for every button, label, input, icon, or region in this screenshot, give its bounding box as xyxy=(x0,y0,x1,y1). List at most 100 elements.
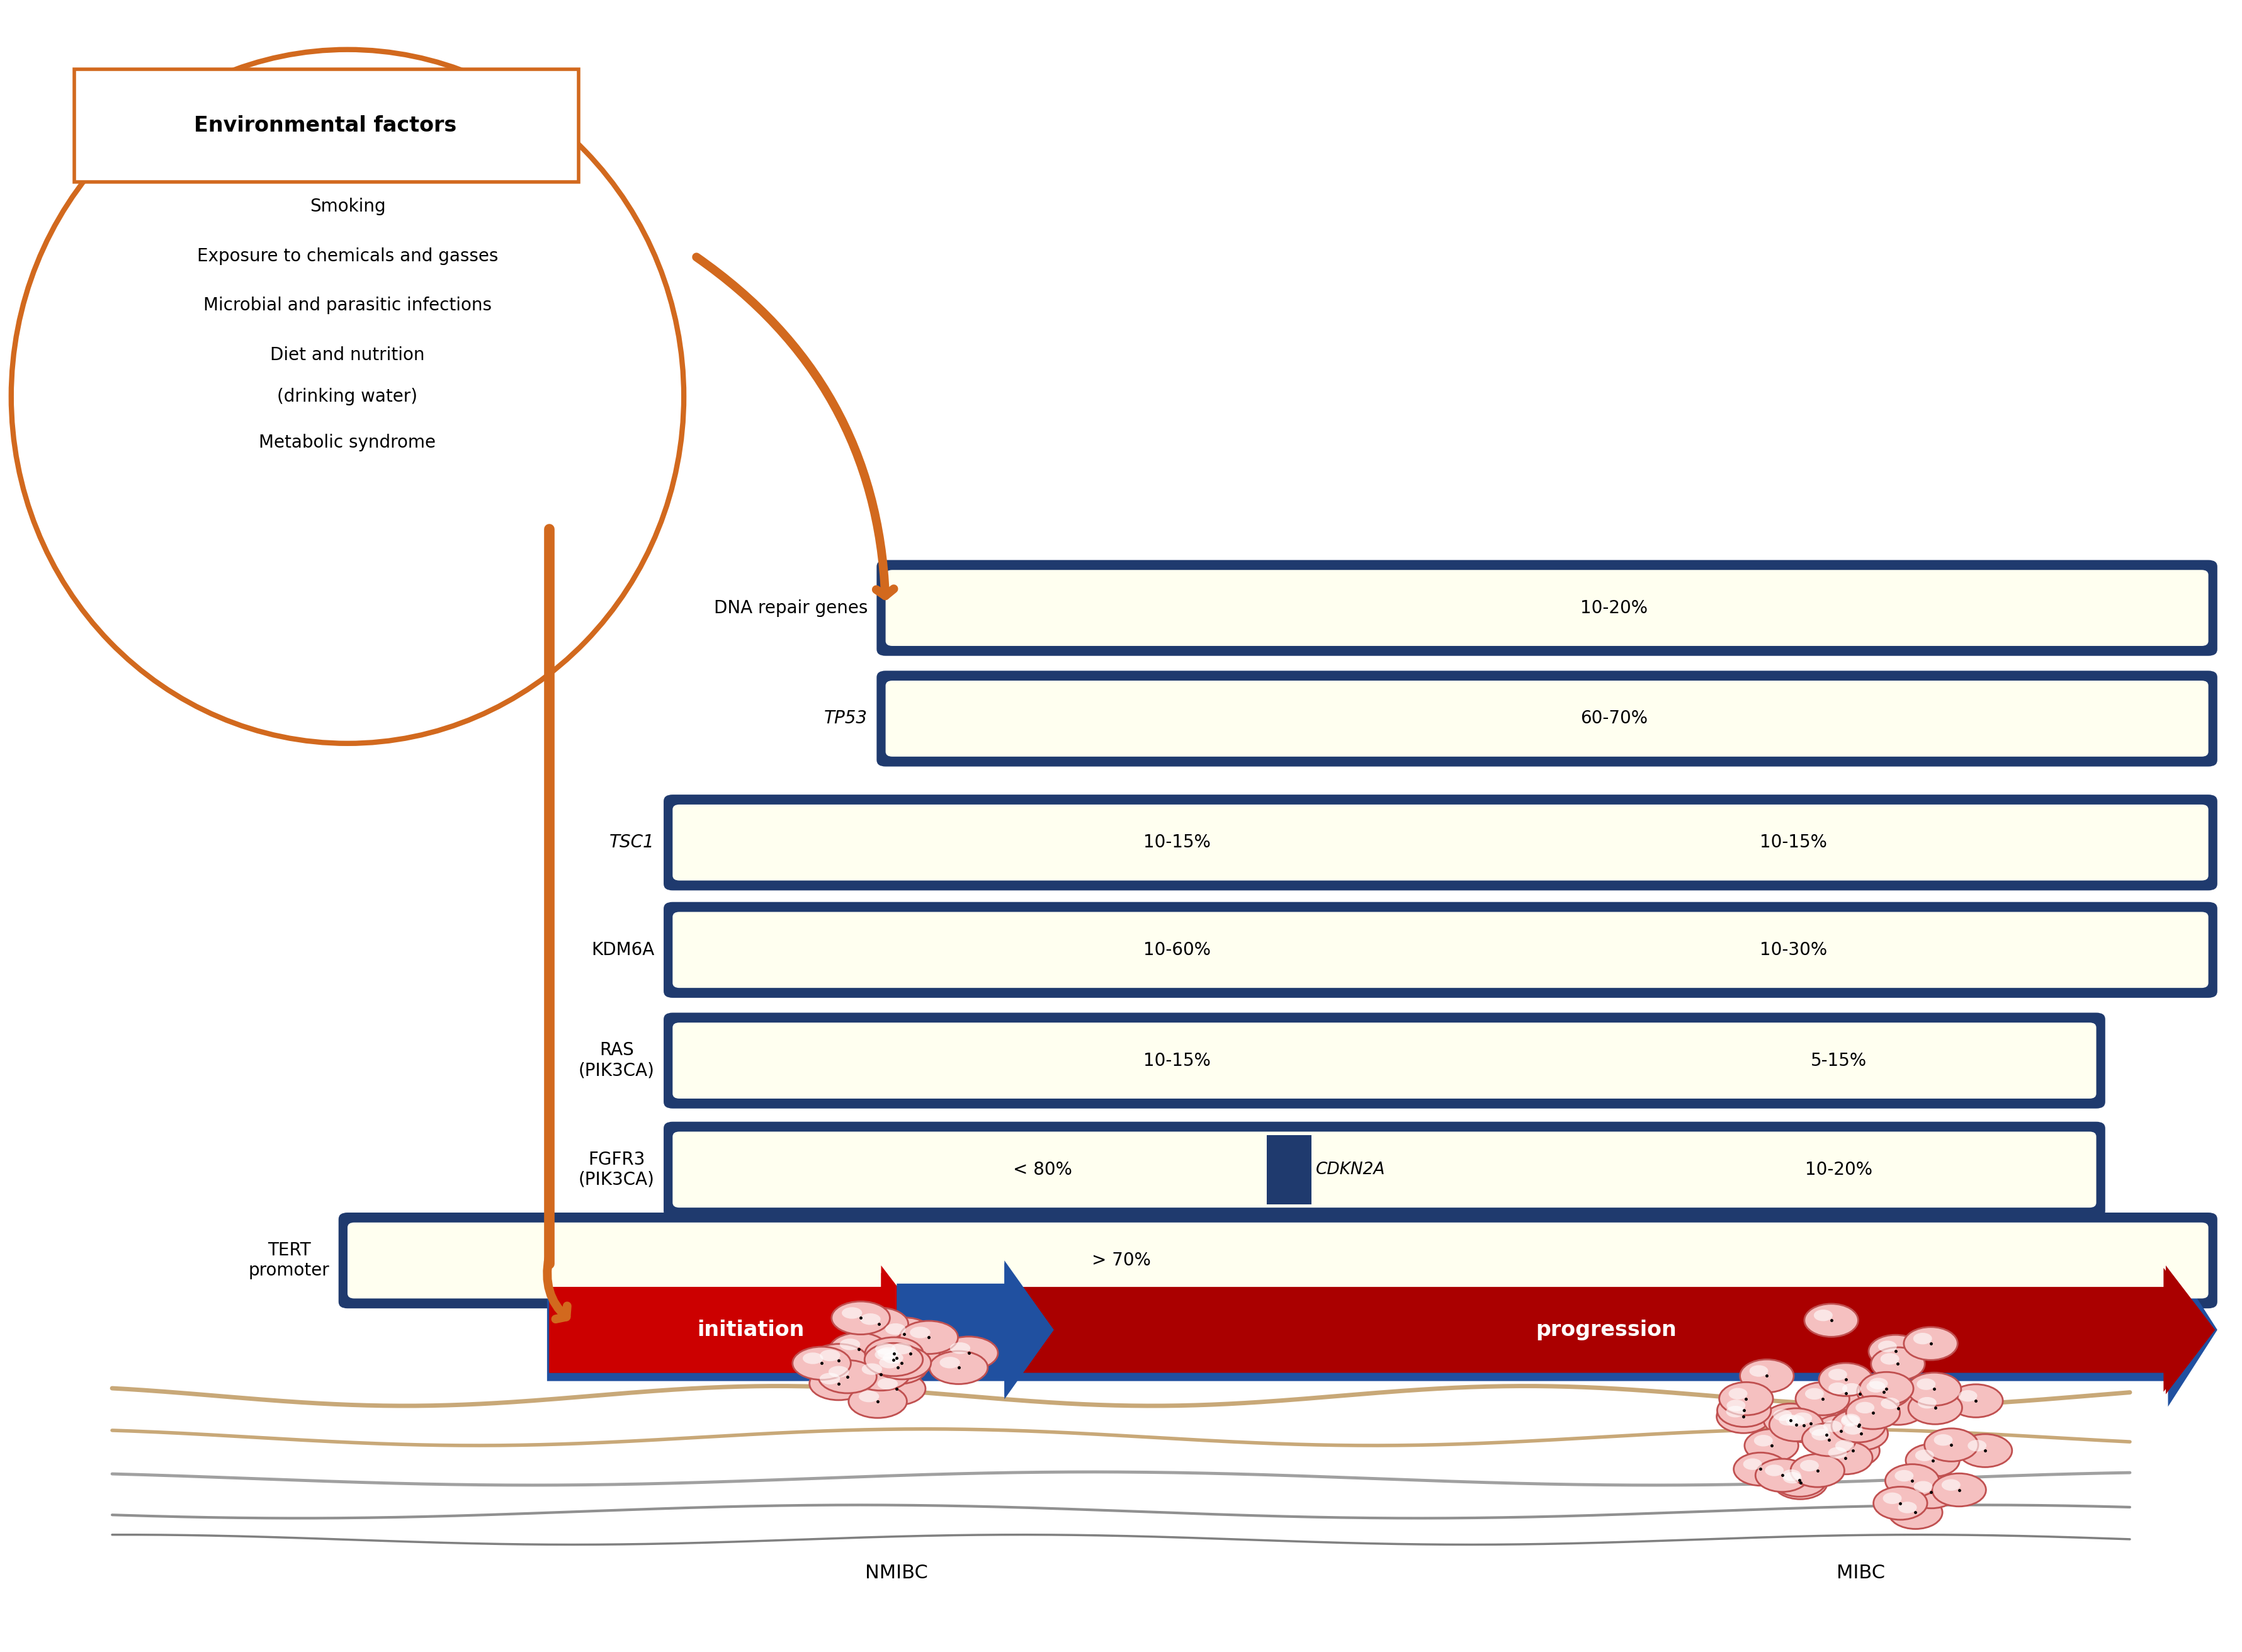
Text: 10-15%: 10-15% xyxy=(1760,834,1827,851)
Ellipse shape xyxy=(1870,1378,1888,1389)
Ellipse shape xyxy=(1872,1348,1926,1381)
Ellipse shape xyxy=(1836,1441,1854,1452)
Ellipse shape xyxy=(852,1358,910,1391)
Ellipse shape xyxy=(832,1302,890,1335)
Ellipse shape xyxy=(1968,1441,1986,1452)
Text: 10-15%: 10-15% xyxy=(1143,1052,1211,1069)
Ellipse shape xyxy=(892,1343,912,1355)
Ellipse shape xyxy=(879,1356,899,1368)
Ellipse shape xyxy=(1778,1414,1798,1426)
Ellipse shape xyxy=(910,1327,930,1338)
Ellipse shape xyxy=(1881,1353,1899,1365)
Ellipse shape xyxy=(1791,1454,1845,1487)
Ellipse shape xyxy=(1834,1378,1888,1411)
Ellipse shape xyxy=(872,1346,930,1379)
Ellipse shape xyxy=(930,1351,989,1384)
Polygon shape xyxy=(547,1252,2217,1406)
Ellipse shape xyxy=(1917,1378,1935,1389)
Ellipse shape xyxy=(1908,1391,1962,1424)
Ellipse shape xyxy=(1800,1460,1818,1472)
Polygon shape xyxy=(549,1265,2215,1394)
Text: RAS
(PIK3CA): RAS (PIK3CA) xyxy=(578,1041,655,1080)
Ellipse shape xyxy=(1894,1470,1912,1482)
Text: 10-20%: 10-20% xyxy=(1581,600,1648,616)
Ellipse shape xyxy=(1720,1383,1773,1416)
Ellipse shape xyxy=(821,1350,841,1361)
Ellipse shape xyxy=(1742,1459,1762,1470)
Ellipse shape xyxy=(1829,1383,1847,1394)
Text: 5-15%: 5-15% xyxy=(1809,1052,1868,1069)
FancyBboxPatch shape xyxy=(673,1023,2096,1099)
Ellipse shape xyxy=(1764,1404,1818,1437)
Ellipse shape xyxy=(1814,1414,1868,1447)
Ellipse shape xyxy=(1872,1391,1926,1424)
Ellipse shape xyxy=(1794,1412,1812,1424)
Ellipse shape xyxy=(868,1373,926,1406)
Ellipse shape xyxy=(1818,1376,1872,1409)
Ellipse shape xyxy=(1812,1429,1829,1441)
Text: 10-60%: 10-60% xyxy=(1143,942,1211,958)
Ellipse shape xyxy=(1899,1502,1917,1513)
Ellipse shape xyxy=(883,1351,904,1363)
Ellipse shape xyxy=(1814,1310,1832,1322)
Ellipse shape xyxy=(11,50,684,743)
Ellipse shape xyxy=(859,1391,879,1403)
Text: Microbial and parasitic infections: Microbial and parasitic infections xyxy=(204,297,491,314)
Ellipse shape xyxy=(1832,1408,1886,1441)
Ellipse shape xyxy=(1912,1333,1933,1345)
FancyBboxPatch shape xyxy=(664,1122,2105,1218)
Ellipse shape xyxy=(939,1356,960,1368)
Ellipse shape xyxy=(1782,1469,1800,1480)
Ellipse shape xyxy=(1933,1474,1986,1507)
Ellipse shape xyxy=(1843,1422,1863,1434)
Ellipse shape xyxy=(1823,1421,1843,1432)
Ellipse shape xyxy=(1773,1464,1827,1497)
Ellipse shape xyxy=(1881,1398,1899,1409)
Text: Diet and nutrition: Diet and nutrition xyxy=(271,347,424,363)
Ellipse shape xyxy=(1915,1449,1935,1460)
Ellipse shape xyxy=(1843,1383,1861,1394)
Ellipse shape xyxy=(1942,1479,1960,1490)
Polygon shape xyxy=(897,1260,1054,1399)
Ellipse shape xyxy=(874,1348,895,1360)
Ellipse shape xyxy=(1764,1465,1785,1477)
Ellipse shape xyxy=(1906,1444,1960,1477)
Ellipse shape xyxy=(1841,1416,1861,1427)
Ellipse shape xyxy=(1785,1406,1838,1439)
Ellipse shape xyxy=(1800,1419,1854,1452)
Ellipse shape xyxy=(1827,1370,1847,1381)
Ellipse shape xyxy=(1832,1409,1886,1442)
Ellipse shape xyxy=(841,1338,861,1350)
Ellipse shape xyxy=(899,1322,957,1355)
Ellipse shape xyxy=(1865,1381,1886,1393)
FancyBboxPatch shape xyxy=(877,671,2217,767)
Polygon shape xyxy=(897,1262,1054,1398)
Text: 10-30%: 10-30% xyxy=(1760,942,1827,958)
Ellipse shape xyxy=(1744,1429,1798,1462)
Ellipse shape xyxy=(1805,1303,1859,1336)
Ellipse shape xyxy=(1796,1383,1850,1416)
Ellipse shape xyxy=(1805,1388,1823,1399)
Ellipse shape xyxy=(868,1341,926,1374)
Text: < 80%: < 80% xyxy=(1013,1161,1072,1178)
FancyBboxPatch shape xyxy=(339,1213,2217,1308)
Text: progression: progression xyxy=(1536,1320,1677,1340)
Ellipse shape xyxy=(1717,1399,1771,1432)
Ellipse shape xyxy=(1908,1373,1962,1406)
Text: 10-20%: 10-20% xyxy=(1805,1161,1872,1178)
Ellipse shape xyxy=(1803,1422,1856,1455)
Text: Metabolic syndrome: Metabolic syndrome xyxy=(260,434,435,451)
Ellipse shape xyxy=(877,1348,897,1360)
Ellipse shape xyxy=(1818,1363,1872,1396)
Ellipse shape xyxy=(861,1313,881,1325)
Text: Smoking: Smoking xyxy=(309,198,386,215)
Ellipse shape xyxy=(939,1336,998,1370)
Ellipse shape xyxy=(1740,1360,1794,1393)
Text: 60-70%: 60-70% xyxy=(1581,710,1648,727)
Ellipse shape xyxy=(1917,1398,1937,1409)
Text: DNA repair genes: DNA repair genes xyxy=(713,600,868,616)
Polygon shape xyxy=(549,1265,930,1394)
Ellipse shape xyxy=(1809,1424,1827,1436)
Ellipse shape xyxy=(1868,1335,1921,1368)
Ellipse shape xyxy=(1948,1384,2002,1417)
